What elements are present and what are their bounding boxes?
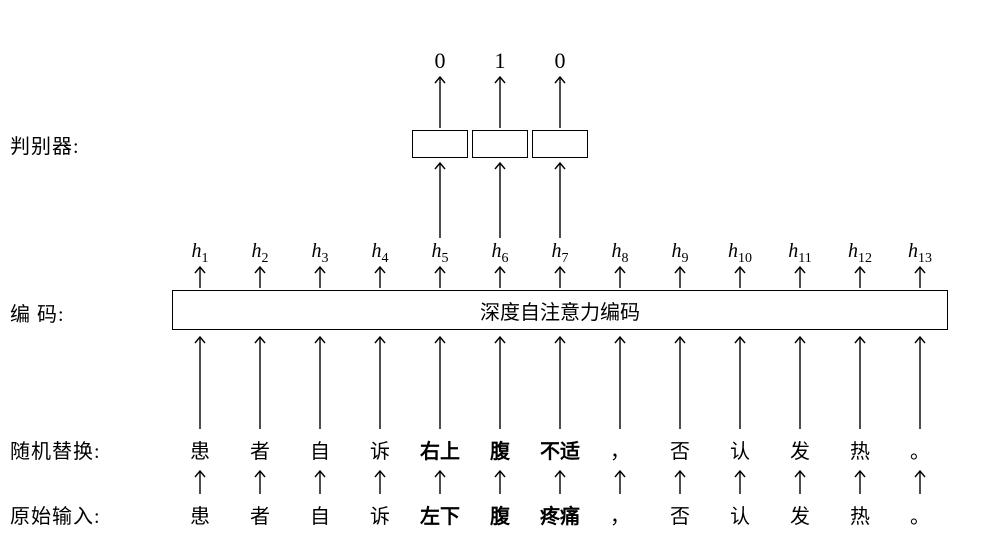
arrow-up [530, 334, 590, 429]
arrow-up [650, 264, 710, 288]
token-original: 热 [830, 500, 890, 529]
arrow-up [590, 264, 650, 288]
token-replaced: ， [590, 435, 650, 464]
arrow-up [890, 264, 950, 288]
token-replaced: 不适 [530, 435, 590, 464]
hidden-state-label: h9 [650, 240, 710, 267]
token-replaced: 。 [890, 435, 950, 464]
arrow-up [350, 334, 410, 429]
arrow-up [410, 468, 470, 494]
arrow-up [350, 264, 410, 288]
hidden-state-label: h10 [710, 240, 770, 267]
arrow-up [650, 468, 710, 494]
arrow-up [470, 334, 530, 429]
token-replaced: 认 [710, 435, 770, 464]
discriminator-output: 1 [470, 48, 530, 74]
hidden-state-label: h7 [530, 240, 590, 267]
discriminator-box [472, 130, 528, 158]
token-original: 认 [710, 500, 770, 529]
arrow-up [230, 334, 290, 429]
arrow-up [290, 468, 350, 494]
discriminator-output: 0 [530, 48, 590, 74]
token-replaced: 发 [770, 435, 830, 464]
token-original: 自 [290, 500, 350, 529]
label-discriminator: 判别器: [10, 130, 160, 159]
hidden-state-label: h4 [350, 240, 410, 267]
arrow-up [350, 468, 410, 494]
arrow-up [410, 334, 470, 429]
token-original: ， [590, 500, 650, 529]
arrow-up [530, 264, 590, 288]
discriminator-box [412, 130, 468, 158]
token-original: 左下 [410, 500, 470, 529]
token-original: 发 [770, 500, 830, 529]
arrow-up [770, 264, 830, 288]
arrow-up [230, 264, 290, 288]
token-replaced: 否 [650, 435, 710, 464]
arrow-up [470, 468, 530, 494]
arrow-up [770, 468, 830, 494]
hidden-state-label: h11 [770, 240, 830, 267]
arrow-up [290, 334, 350, 429]
token-original: 患 [170, 500, 230, 529]
token-original: 。 [890, 500, 950, 529]
arrow-up [530, 74, 590, 128]
token-replaced: 腹 [470, 435, 530, 464]
encoder-box: 深度自注意力编码 [172, 290, 948, 330]
arrow-up [830, 264, 890, 288]
arrow-up [650, 334, 710, 429]
arrow-up [470, 160, 530, 238]
arrow-up [410, 74, 470, 128]
token-replaced: 者 [230, 435, 290, 464]
arrow-up [890, 468, 950, 494]
token-replaced: 右上 [410, 435, 470, 464]
token-original: 否 [650, 500, 710, 529]
token-original: 腹 [470, 500, 530, 529]
arrow-up [710, 334, 770, 429]
arrow-up [170, 264, 230, 288]
arrow-up [410, 264, 470, 288]
arrow-up [230, 468, 290, 494]
token-replaced: 诉 [350, 435, 410, 464]
arrow-up [770, 334, 830, 429]
arrow-up [830, 468, 890, 494]
arrow-up [590, 334, 650, 429]
label-random-replace: 随机替换: [10, 435, 160, 464]
hidden-state-label: h2 [230, 240, 290, 267]
arrow-up [590, 468, 650, 494]
token-original: 者 [230, 500, 290, 529]
discriminator-box [532, 130, 588, 158]
token-original: 诉 [350, 500, 410, 529]
arrow-up [170, 468, 230, 494]
hidden-state-label: h5 [410, 240, 470, 267]
arrow-up [530, 468, 590, 494]
discriminator-output: 0 [410, 48, 470, 74]
hidden-state-label: h6 [470, 240, 530, 267]
arrow-up [410, 160, 470, 238]
label-original-input: 原始输入: [10, 500, 160, 529]
hidden-state-label: h8 [590, 240, 650, 267]
label-encode: 编 码: [10, 298, 160, 327]
arrow-up [170, 334, 230, 429]
hidden-state-label: h12 [830, 240, 890, 267]
arrow-up [530, 160, 590, 238]
hidden-state-label: h1 [170, 240, 230, 267]
token-replaced: 热 [830, 435, 890, 464]
token-replaced: 自 [290, 435, 350, 464]
arrow-up [470, 264, 530, 288]
hidden-state-label: h3 [290, 240, 350, 267]
arrow-up [710, 468, 770, 494]
hidden-state-label: h13 [890, 240, 950, 267]
token-replaced: 患 [170, 435, 230, 464]
arrow-up [890, 334, 950, 429]
arrow-up [290, 264, 350, 288]
arrow-up [710, 264, 770, 288]
arrow-up [470, 74, 530, 128]
token-original: 疼痛 [530, 500, 590, 529]
arrow-up [830, 334, 890, 429]
